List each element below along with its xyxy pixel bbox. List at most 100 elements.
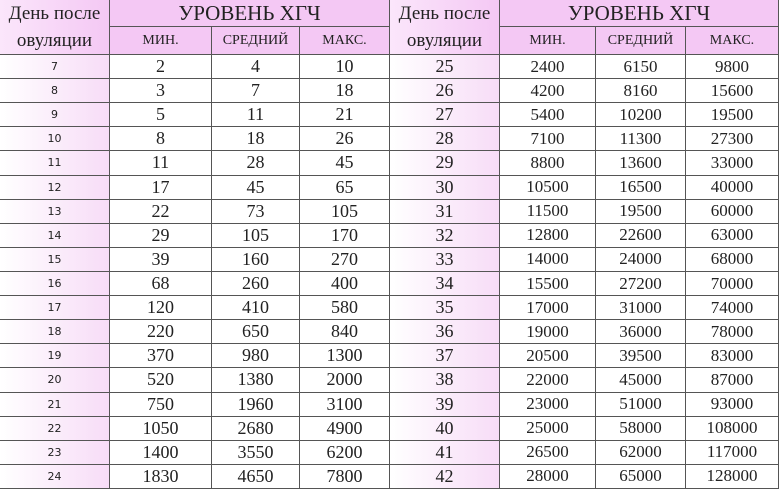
avg-cell: 10200 [596, 103, 686, 128]
min-cell: 22000 [500, 368, 596, 393]
day-cell: 16 [0, 272, 110, 297]
avg-cell: 62000 [596, 440, 686, 465]
day-cell: 13 [0, 199, 110, 224]
hcg-table-right: День после овуляции УРОВЕНЬ ХГЧ МИН. СРЕДНИЙ… [390, 0, 779, 489]
day-cell: 24 [0, 464, 110, 489]
max-cell: 27300 [686, 127, 779, 152]
day-cell: 37 [390, 344, 500, 369]
avg-cell: 160 [212, 247, 300, 272]
day-cell: 21 [0, 392, 110, 417]
day-cell: 15 [0, 247, 110, 272]
avg-cell: 36000 [596, 320, 686, 345]
max-cell: 128000 [686, 464, 779, 489]
max-cell: 400 [300, 272, 390, 297]
min-cell: 23000 [500, 392, 596, 417]
day-header-text: овуляции [406, 30, 483, 51]
max-cell: 68000 [686, 247, 779, 272]
avg-cell: 13600 [596, 151, 686, 176]
min-cell: 520 [110, 368, 212, 393]
max-cell: 1300 [300, 344, 390, 369]
max-cell: 105 [300, 199, 390, 224]
max-cell: 108000 [686, 416, 779, 441]
min-cell: 29 [110, 223, 212, 248]
avg-cell: 3550 [212, 440, 300, 465]
max-cell: 74000 [686, 296, 779, 321]
avg-cell: 8160 [596, 79, 686, 104]
min-cell: 22 [110, 199, 212, 224]
max-cell: 21 [300, 103, 390, 128]
avg-cell: 18 [212, 127, 300, 152]
avg-cell: 6150 [596, 55, 686, 80]
max-cell: 580 [300, 296, 390, 321]
min-cell: 7100 [500, 127, 596, 152]
avg-cell: 58000 [596, 416, 686, 441]
min-cell: 17000 [500, 296, 596, 321]
day-cell: 34 [390, 272, 500, 297]
min-cell: 220 [110, 320, 212, 345]
day-header-text: День после [8, 3, 101, 24]
avg-cell: 73 [212, 199, 300, 224]
min-cell: 1050 [110, 416, 212, 441]
max-cell: 65 [300, 175, 390, 200]
day-cell: 11 [0, 151, 110, 176]
max-cell: 4900 [300, 416, 390, 441]
day-header-text: День после [398, 3, 491, 24]
day-cell: 14 [0, 223, 110, 248]
hcg-level-title: УРОВЕНЬ ХГЧ [110, 0, 390, 27]
min-cell: 2400 [500, 55, 596, 80]
min-cell: 25000 [500, 416, 596, 441]
min-cell: 15500 [500, 272, 596, 297]
max-cell: 93000 [686, 392, 779, 417]
avg-cell: 105 [212, 223, 300, 248]
min-cell: 120 [110, 296, 212, 321]
avg-cell: 39500 [596, 344, 686, 369]
max-cell: 2000 [300, 368, 390, 393]
min-cell: 19000 [500, 320, 596, 345]
min-cell: 12800 [500, 223, 596, 248]
min-cell: 39 [110, 247, 212, 272]
min-cell: 8 [110, 127, 212, 152]
day-cell: 29 [390, 151, 500, 176]
min-cell: 17 [110, 175, 212, 200]
max-cell: 840 [300, 320, 390, 345]
avg-cell: 2680 [212, 416, 300, 441]
day-cell: 10 [0, 127, 110, 152]
day-cell: 28 [390, 127, 500, 152]
max-cell: 6200 [300, 440, 390, 465]
day-cell: 26 [390, 79, 500, 104]
max-cell: 63000 [686, 223, 779, 248]
day-after-ovulation-header: День после овуляции [0, 0, 110, 55]
max-cell: 26 [300, 127, 390, 152]
min-cell: 3 [110, 79, 212, 104]
avg-cell: 45000 [596, 368, 686, 393]
day-cell: 19 [0, 344, 110, 369]
avg-cell: 24000 [596, 247, 686, 272]
min-cell: 1830 [110, 464, 212, 489]
avg-cell: 65000 [596, 464, 686, 489]
avg-cell: 1380 [212, 368, 300, 393]
max-cell: 78000 [686, 320, 779, 345]
min-cell: 11500 [500, 199, 596, 224]
day-cell: 12 [0, 175, 110, 200]
day-cell: 8 [0, 79, 110, 104]
avg-cell: 51000 [596, 392, 686, 417]
day-cell: 23 [0, 440, 110, 465]
max-cell: 3100 [300, 392, 390, 417]
col-header-avg: СРЕДНИЙ [596, 27, 686, 55]
hcg-table-left: День после овуляции УРОВЕНЬ ХГЧ МИН. СРЕДНИЙ… [0, 0, 390, 489]
day-cell: 32 [390, 223, 500, 248]
day-cell: 30 [390, 175, 500, 200]
min-cell: 11 [110, 151, 212, 176]
day-after-ovulation-header: День после овуляции [390, 0, 500, 55]
max-cell: 33000 [686, 151, 779, 176]
max-cell: 10 [300, 55, 390, 80]
min-cell: 750 [110, 392, 212, 417]
max-cell: 87000 [686, 368, 779, 393]
avg-cell: 45 [212, 175, 300, 200]
max-cell: 117000 [686, 440, 779, 465]
max-cell: 9800 [686, 55, 779, 80]
day-cell: 18 [0, 320, 110, 345]
min-cell: 2 [110, 55, 212, 80]
avg-cell: 28 [212, 151, 300, 176]
max-cell: 40000 [686, 175, 779, 200]
